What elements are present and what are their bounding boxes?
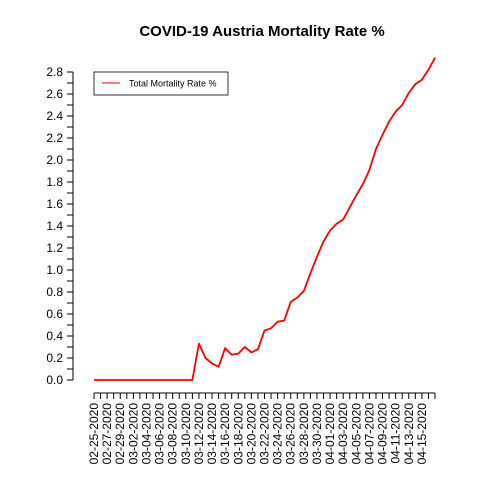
x-tick-label: 04-01-2020 [323, 403, 337, 465]
x-tick-label: 03-14-2020 [205, 403, 219, 465]
legend-label: Total Mortality Rate % [129, 79, 217, 89]
legend-box [93, 71, 229, 96]
x-tick-label: 03-28-2020 [297, 403, 311, 465]
y-tick-label: 1.8 [46, 175, 63, 189]
x-tick-label: 02-29-2020 [113, 403, 127, 465]
chart-title: COVID-19 Austria Mortality Rate % [139, 23, 384, 40]
x-tick-label: 03-26-2020 [284, 403, 298, 465]
x-tick-label: 03-20-2020 [244, 403, 258, 465]
x-tick-label: 03-18-2020 [231, 403, 245, 465]
y-tick-label: 1.6 [46, 197, 63, 211]
series-layer [94, 57, 436, 381]
y-tick-label: 0.0 [46, 373, 63, 387]
x-tick-label: 03-12-2020 [192, 403, 206, 465]
x-tick-label: 03-30-2020 [310, 403, 324, 465]
x-tick-label: 03-10-2020 [179, 403, 193, 465]
y-tick-label: 2.6 [46, 87, 63, 101]
x-tick-label: 04-07-2020 [362, 403, 376, 465]
x-tick-label: 04-05-2020 [349, 403, 363, 465]
y-tick-label: 1.2 [46, 241, 63, 255]
y-tick-label: 2.2 [46, 131, 63, 145]
y-axis: 0.0 0.2 0.4 0.6 0.8 1.0 1.2 1.4 1.6 1.8 2.0 2.2 2.4 2… [46, 65, 74, 387]
x-tick-label: 03-08-2020 [166, 403, 180, 465]
x-tick-label: 04-15-2020 [415, 403, 429, 465]
x-tick-label: 02-27-2020 [100, 403, 114, 465]
legend: Total Mortality Rate % [93, 71, 229, 96]
y-tick-label: 0.2 [46, 351, 63, 365]
x-tick-label: 03-06-2020 [153, 403, 167, 465]
series-line-total-mortality-rate [94, 57, 436, 381]
y-tick-label: 1.0 [46, 263, 63, 277]
y-tick-label: 2.4 [46, 109, 63, 123]
y-tick-label: 2.0 [46, 153, 63, 167]
x-tick-label: 03-02-2020 [126, 403, 140, 465]
x-tick-label: 03-24-2020 [271, 403, 285, 465]
x-tick-label: 04-11-2020 [389, 403, 403, 464]
y-tick-label: 0.4 [46, 329, 63, 343]
x-tick-label: 04-13-2020 [402, 403, 416, 465]
x-tick-label: 03-04-2020 [139, 403, 153, 465]
x-tick-label: 04-09-2020 [376, 403, 390, 465]
y-tick-label: 2.8 [46, 65, 63, 79]
x-tick-label: 02-25-2020 [87, 403, 101, 465]
x-axis: 02-25-2020 02-27-2020 02-29-2020 03-02-2020… [87, 392, 436, 465]
x-tick-label: 04-03-2020 [336, 403, 350, 465]
y-tick-label: 0.8 [46, 285, 63, 299]
x-tick-label: 03-16-2020 [218, 403, 232, 465]
y-tick-label: 1.4 [46, 219, 63, 233]
x-tick-label: 03-22-2020 [258, 403, 272, 465]
y-tick-label: 0.6 [46, 307, 63, 321]
